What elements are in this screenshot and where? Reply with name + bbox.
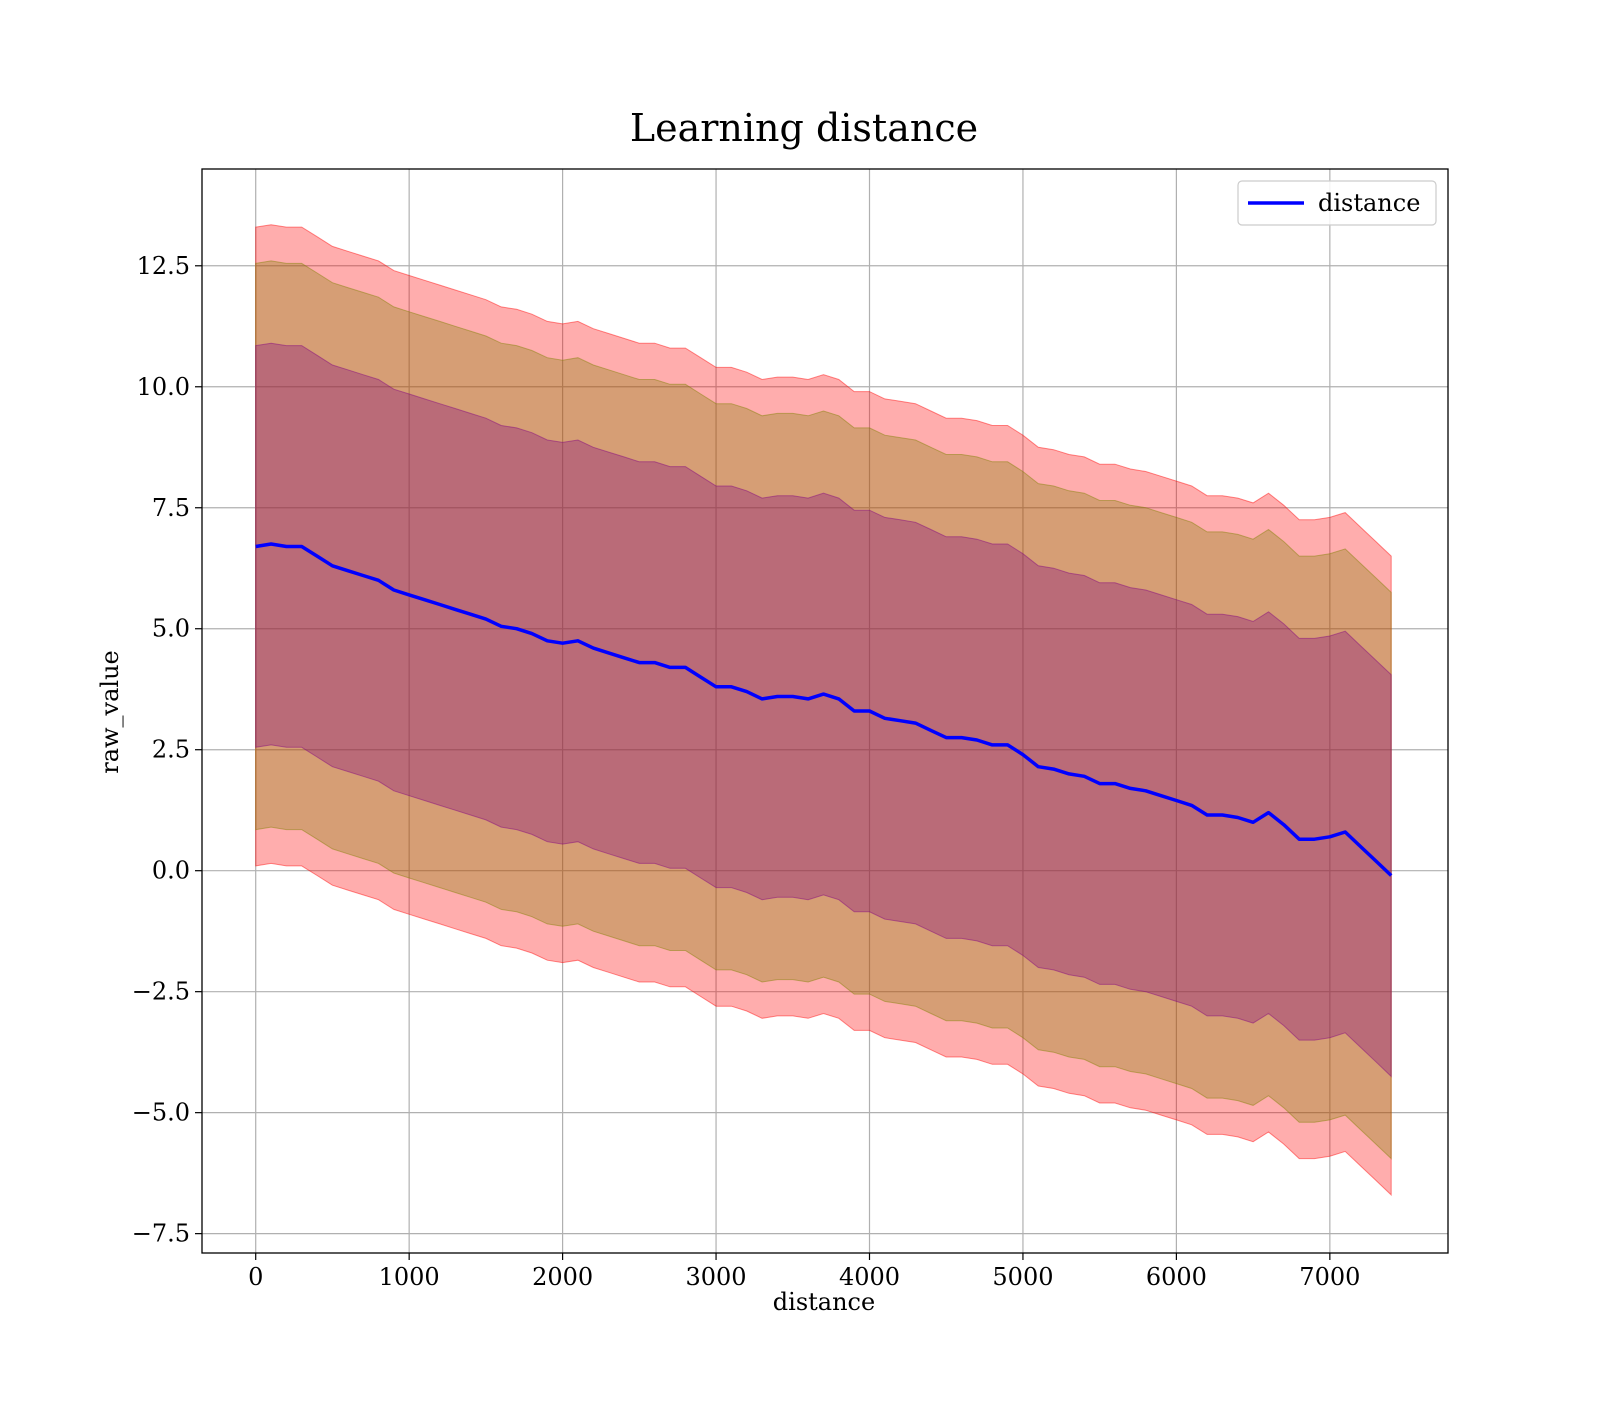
y-tick-label: −2.5 [132, 978, 190, 1006]
y-tick-label: −5.0 [132, 1099, 190, 1127]
y-tick-label: 5.0 [152, 615, 190, 643]
band-outer [255, 224, 1392, 1197]
x-tick-label: 7000 [1299, 1263, 1360, 1291]
y-tick-label: 7.5 [152, 494, 190, 522]
x-tick-label: 6000 [1146, 1263, 1207, 1291]
x-axis-label: distance [773, 1288, 875, 1316]
x-tick-label: 3000 [686, 1263, 747, 1291]
y-tick-label: 10.0 [137, 373, 190, 401]
legend-box [1237, 180, 1437, 226]
band-inner [255, 342, 1392, 1078]
y-tick-label: 0.0 [152, 857, 190, 885]
x-tick-label: 0 [248, 1263, 263, 1291]
x-tick-label: 2000 [532, 1263, 593, 1291]
y-tick-label: 12.5 [137, 252, 190, 280]
chart-title: Learning distance [630, 106, 978, 150]
plot-frame [201, 168, 1449, 1254]
x-tick-label: 1000 [379, 1263, 440, 1291]
series-line-distance [255, 542, 1393, 877]
x-tick-label: 5000 [992, 1263, 1053, 1291]
y-tick-label: −7.5 [132, 1220, 190, 1248]
x-tick-label: 4000 [839, 1263, 900, 1291]
legend-label-distance: distance [1318, 189, 1420, 217]
y-axis-label: raw_value [96, 650, 124, 774]
plot-layer: 0 1000 2000 3000 4000 5000 6000 7000 −7.5 −5.0 −2.… [132, 168, 1449, 1291]
y-tick-label: 2.5 [152, 736, 190, 764]
band-middle [255, 260, 1392, 1160]
